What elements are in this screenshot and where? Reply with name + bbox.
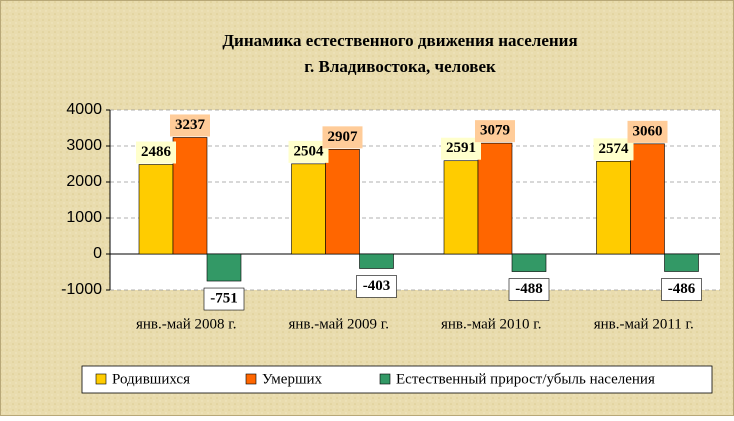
data-label-box [661,278,702,301]
legend-swatch [379,373,391,385]
legend-label: Естественный прирост/убыль населения [396,371,655,387]
bar [325,149,360,255]
data-label-box [508,278,550,301]
data-label-box [627,120,668,143]
x-tick-label: янв.-май 2008 г. [136,316,237,332]
data-label-box [441,137,481,160]
y-tick-label: 4000 [66,101,102,118]
data-label: -403 [363,278,391,294]
y-tick-label: -1000 [61,281,102,298]
data-label: -751 [210,290,238,306]
y-tick-label: 0 [93,245,102,262]
x-tick-label: янв.-май 2010 г. [441,316,542,332]
data-label-box [288,140,329,163]
data-label: 3079 [480,123,510,139]
data-label: 3237 [175,117,206,133]
y-tick-label: 2000 [66,173,102,190]
data-label-box [356,275,397,298]
data-label: 2504 [294,143,325,159]
bar [630,143,665,255]
data-label: 3060 [633,123,663,139]
data-label-box [136,141,176,164]
data-label: -486 [668,281,696,297]
bar [443,160,479,255]
x-tick-label: янв.-май 2009 г. [288,316,389,332]
legend-swatch [245,373,257,385]
data-label: -488 [515,281,543,297]
data-label-box [475,120,515,143]
y-tick-label: 1000 [66,209,102,226]
legend-label: Умерших [262,371,323,387]
chart-title: г. Владивостока, человек [304,57,496,76]
x-tick-label: янв.-май 2011 г. [594,316,694,332]
data-label-box [593,138,634,161]
legend [81,365,713,394]
bar [511,253,547,272]
data-label-box [203,287,245,311]
legend-label: Родившихся [112,371,190,387]
bar [138,164,174,255]
bar [596,161,631,255]
bar [291,163,326,255]
bar [664,253,699,272]
data-label-box [322,126,363,149]
legend-swatch [95,373,107,385]
chart-title: Динамика естественного движения населени… [222,31,577,50]
data-label: 2486 [141,144,172,160]
y-tick-label: 3000 [66,137,102,154]
data-label: 2907 [328,129,359,145]
bar [172,137,208,255]
data-label-box [170,114,210,137]
bar [477,142,513,255]
data-label: 2591 [446,140,476,156]
bar [206,253,242,282]
bar [359,253,394,269]
data-label: 2574 [599,141,630,157]
